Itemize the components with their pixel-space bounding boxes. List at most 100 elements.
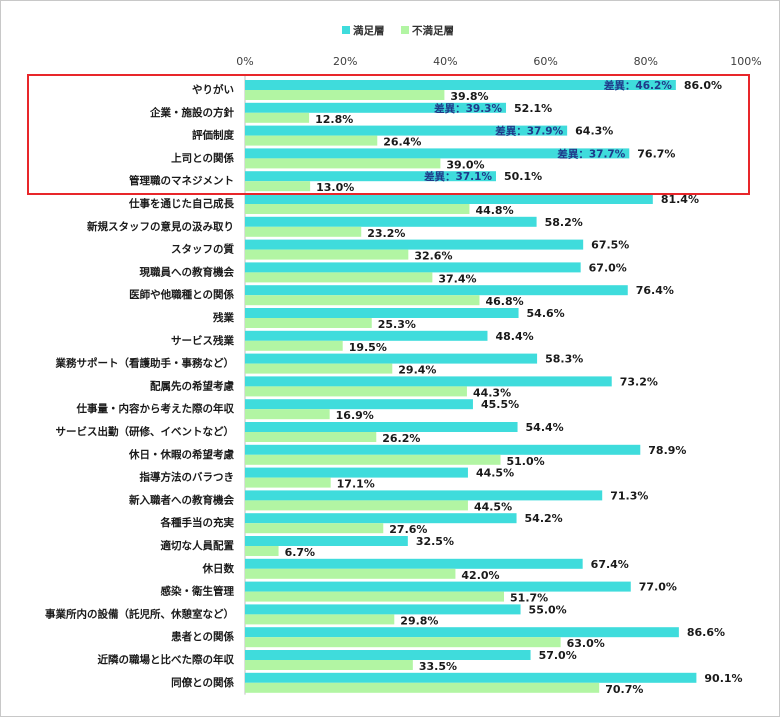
value-label-satisfied: 50.1% <box>504 170 542 183</box>
value-label-satisfied: 86.6% <box>687 626 725 639</box>
bar-satisfied <box>245 102 507 113</box>
bar-satisfied <box>245 444 641 455</box>
value-label-satisfied: 67.5% <box>591 239 629 252</box>
bar-satisfied <box>245 262 581 273</box>
bar-dissatisfied <box>245 591 505 602</box>
bar-dissatisfied <box>245 90 445 100</box>
bar-satisfied <box>245 627 679 638</box>
difference-annotation: 差異：37.1% <box>424 170 492 183</box>
value-label-satisfied: 78.9% <box>648 444 686 457</box>
x-tick-label: 60% <box>533 55 557 68</box>
bar-satisfied <box>245 490 603 501</box>
value-label-satisfied: 77.0% <box>639 581 677 594</box>
category-label: 事業所内の設備（託児所、休憩室など） <box>45 607 234 620</box>
bar-satisfied <box>245 536 408 546</box>
value-label-dissatisfied: 39.8% <box>450 90 488 103</box>
bar-satisfied <box>245 422 518 432</box>
category-label: やりがい <box>192 83 234 96</box>
value-label-dissatisfied: 46.8% <box>485 295 523 308</box>
category-label: 現職員への教育機会 <box>140 265 235 278</box>
bar-dissatisfied <box>245 454 501 465</box>
bar-satisfied <box>245 399 473 410</box>
legend-label-satisfied: 満足層 <box>353 24 385 37</box>
value-label-satisfied: 32.5% <box>416 535 454 548</box>
category-label: 同僚との関係 <box>171 676 234 689</box>
difference-annotation: 差異：37.7% <box>557 147 625 160</box>
category-label: 残業 <box>213 311 234 324</box>
value-label-satisfied: 54.2% <box>525 512 563 525</box>
bar-dissatisfied <box>245 204 470 214</box>
bar-satisfied <box>245 376 612 387</box>
value-label-satisfied: 67.4% <box>591 558 629 571</box>
category-label: 上司との関係 <box>171 151 234 164</box>
bar-dissatisfied <box>245 226 362 237</box>
legend-label-dissatisfied: 不満足層 <box>412 24 454 37</box>
legend-swatch-dissatisfied <box>401 26 409 34</box>
x-tick-label: 20% <box>333 55 357 68</box>
bar-dissatisfied <box>245 546 279 556</box>
value-label-satisfied: 55.0% <box>529 603 567 616</box>
bar-dissatisfied <box>245 477 331 488</box>
value-label-dissatisfied: 17.1% <box>337 478 375 491</box>
value-label-dissatisfied: 32.6% <box>414 250 452 263</box>
bar-satisfied <box>245 308 519 318</box>
bar-satisfied <box>245 285 628 296</box>
value-label-dissatisfied: 26.2% <box>382 432 420 445</box>
value-label-satisfied: 52.1% <box>514 102 552 115</box>
value-label-dissatisfied: 6.7% <box>285 546 316 559</box>
value-label-satisfied: 76.7% <box>637 147 675 160</box>
value-label-dissatisfied: 44.8% <box>475 204 513 217</box>
value-label-satisfied: 58.3% <box>545 353 583 366</box>
category-label: スタッフの質 <box>171 243 234 256</box>
bar-dissatisfied <box>245 135 378 146</box>
category-label: 指導方法のバラつき <box>140 471 235 484</box>
bar-satisfied <box>245 194 653 204</box>
bar-satisfied <box>245 672 697 683</box>
bar-dissatisfied <box>245 432 377 442</box>
bar-satisfied <box>245 353 538 364</box>
category-label: 新規スタッフの意見の汲み取り <box>87 220 234 233</box>
value-label-satisfied: 76.4% <box>636 284 674 297</box>
bar-dissatisfied <box>245 660 413 670</box>
value-label-satisfied: 45.5% <box>481 398 519 411</box>
category-label: 適切な人員配置 <box>161 539 235 552</box>
category-label: 新入職者への教育機会 <box>129 493 234 506</box>
difference-annotation: 差異：46.2% <box>604 79 672 92</box>
bar-satisfied <box>245 171 497 182</box>
bar-dissatisfied <box>245 249 409 260</box>
bar-dissatisfied <box>245 500 468 511</box>
x-tick-label: 80% <box>634 55 658 68</box>
category-label: 評価制度 <box>192 129 234 142</box>
bar-dissatisfied <box>245 637 561 648</box>
bar-satisfied <box>245 467 468 478</box>
value-label-dissatisfied: 37.4% <box>438 272 476 285</box>
category-label: サービス残業 <box>171 334 234 347</box>
value-label-dissatisfied: 39.0% <box>446 158 484 171</box>
value-label-satisfied: 90.1% <box>704 672 742 685</box>
value-label-dissatisfied: 29.8% <box>400 614 438 627</box>
category-label: 配属先の希望考慮 <box>150 379 234 392</box>
value-label-satisfied: 48.4% <box>495 330 533 343</box>
bar-dissatisfied <box>245 523 384 534</box>
bar-dissatisfied <box>245 112 310 123</box>
value-label-dissatisfied: 63.0% <box>567 637 605 650</box>
x-tick-label: 100% <box>730 55 761 68</box>
category-label: 感染・衛生管理 <box>161 585 235 598</box>
bar-satisfied <box>245 513 517 524</box>
bar-satisfied <box>245 604 521 615</box>
value-label-dissatisfied: 44.3% <box>473 386 511 399</box>
bar-dissatisfied <box>245 181 311 192</box>
highlight-box <box>27 74 750 195</box>
bar-dissatisfied <box>245 340 343 351</box>
value-label-satisfied: 54.4% <box>526 421 564 434</box>
value-label-dissatisfied: 29.4% <box>398 364 436 377</box>
x-tick-label: 0% <box>236 55 253 68</box>
category-label: 業務サポート（看護助手・事務など） <box>55 357 235 370</box>
category-label: サービス出勤（研修、イベントなど） <box>56 425 235 438</box>
bar-satisfied <box>245 148 630 159</box>
bar-dissatisfied <box>245 272 433 283</box>
value-label-dissatisfied: 19.5% <box>349 341 387 354</box>
bar-dissatisfied <box>245 682 600 693</box>
value-label-dissatisfied: 27.6% <box>389 523 427 536</box>
